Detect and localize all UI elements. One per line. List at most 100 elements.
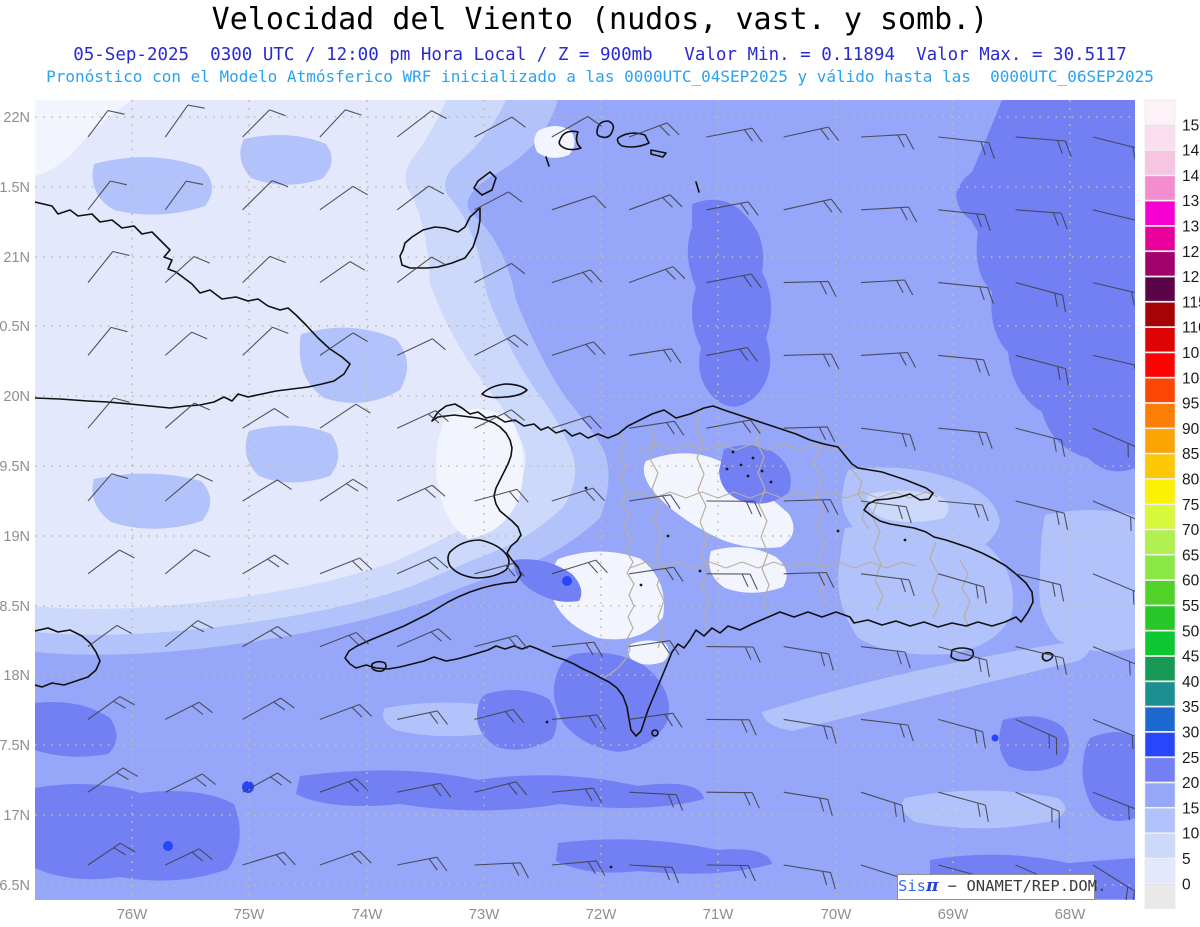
wind-barb (551, 195, 607, 211)
wind-barb (242, 697, 295, 720)
colorbar-tick-label: 130 (1182, 219, 1200, 236)
province-border (851, 469, 870, 530)
lat-axis-label: 1.5N (0, 180, 30, 196)
wind-barb (474, 562, 525, 577)
colorbar-tick-label: 150 (1182, 117, 1200, 134)
wind-barb (87, 180, 128, 211)
wind-barb (242, 180, 289, 211)
wind-speed-contour-region (719, 445, 791, 504)
colorbar-tick-label: 25 (1182, 750, 1199, 767)
colorbar-tick-label: 15 (1182, 800, 1199, 817)
wind-speed-contour-region (436, 408, 524, 539)
wind-barb (1015, 136, 1072, 158)
wind-barb (938, 500, 989, 522)
wind-speed-max-spot (242, 781, 254, 793)
coastline-jamaica (35, 627, 101, 688)
wind-barb (1092, 646, 1135, 676)
wind-speed-contour-region (35, 702, 117, 757)
wind-barb (706, 347, 758, 362)
coastline-islet-1 (545, 156, 550, 167)
colorbar-tick-label: 135 (1182, 193, 1200, 210)
wind-barb (242, 554, 289, 575)
wind-barb (938, 646, 990, 678)
wind-barb (1092, 573, 1135, 605)
wind-barb (165, 848, 213, 866)
wind-barb (474, 862, 529, 879)
wind-barb (860, 427, 916, 451)
coastline-caicos-3 (650, 149, 667, 158)
wind-barb (938, 354, 990, 377)
colorbar-cell (1144, 352, 1176, 378)
lon-axis-label: 71W (703, 906, 735, 923)
wind-barb (396, 484, 446, 502)
wind-barb (1092, 427, 1135, 458)
wind-barb (1015, 791, 1060, 829)
wind-barb (474, 634, 528, 649)
map-plot-area (35, 100, 1135, 900)
station-dot (746, 474, 750, 478)
province-border (629, 561, 917, 569)
wind-barb (1092, 282, 1135, 306)
province-border (621, 491, 939, 499)
wind-barb (1015, 282, 1067, 312)
wind-barb (474, 334, 529, 356)
colorbar-cell (1144, 377, 1176, 403)
colorbar: 1501451401351301251201151101051009590858… (1144, 99, 1200, 909)
wind-barb (551, 415, 602, 430)
wind-speed-contour-region (553, 652, 670, 752)
wind-barb (628, 266, 686, 284)
wind-barb (396, 628, 452, 648)
wind-barb (860, 133, 915, 150)
wind-barb (783, 499, 839, 516)
station-dot (739, 463, 743, 467)
wind-barb (396, 338, 446, 356)
colorbar-cell (1144, 732, 1176, 757)
wind-barb (474, 488, 529, 503)
wind-barb (706, 718, 757, 736)
wind-barb (551, 714, 607, 730)
wind-speed-max-spot (991, 734, 999, 742)
wind-barb (319, 631, 369, 648)
wind-barb (860, 573, 915, 597)
wind-barb (1015, 500, 1069, 531)
wind-barb (319, 185, 368, 211)
wind-barb (706, 273, 762, 289)
colorbar-cell (1144, 125, 1176, 150)
wind-speed-contour-region (534, 126, 575, 158)
wind-barb (164, 473, 213, 502)
colorbar-cell (1144, 327, 1176, 353)
wind-barb (938, 209, 991, 231)
colorbar-cell (1144, 605, 1176, 631)
wind-barb (938, 427, 993, 449)
colorbar-cell (1144, 428, 1176, 454)
coastline-hispaniola (344, 403, 1034, 737)
branding-sis: Sis (898, 877, 926, 895)
station-dot (639, 583, 643, 587)
wind-barb (783, 571, 835, 588)
wind-speed-contour-region (35, 784, 240, 881)
colorbar-tick-label: 120 (1182, 269, 1200, 286)
wind-barb (1092, 136, 1135, 161)
branding-text: − ONAMET/REP.DOM. (938, 877, 1107, 895)
wind-barb (783, 280, 837, 297)
wind-barb (474, 116, 526, 138)
province-border (639, 443, 847, 451)
wind-barb (242, 479, 292, 502)
wind-barb (629, 791, 684, 811)
wind-barb (706, 500, 762, 518)
coastline-caicos-2 (616, 132, 650, 148)
wind-barb (319, 557, 373, 575)
colorbar-tick-label: 40 (1182, 674, 1200, 691)
colorbar-tick-label: 55 (1182, 598, 1199, 615)
lat-axis-label: 17N (3, 808, 30, 824)
colorbar-tick-label: 140 (1182, 168, 1200, 185)
colorbar-tick-label: 65 (1182, 547, 1199, 564)
province-border (694, 409, 710, 633)
wind-barb (860, 351, 917, 368)
wind-barb (242, 109, 286, 138)
colorbar-tick-label: 70 (1182, 522, 1200, 539)
wind-barb (319, 778, 369, 793)
wind-barb (319, 261, 366, 284)
colorbar-cell (1144, 175, 1176, 201)
